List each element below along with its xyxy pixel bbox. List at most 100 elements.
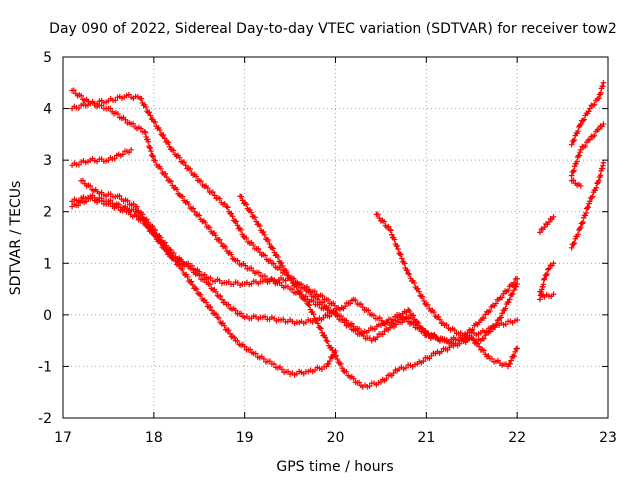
data-point (481, 335, 487, 342)
data-point (410, 312, 417, 319)
data-point (379, 331, 386, 338)
data-point (598, 90, 604, 96)
data-point (173, 186, 180, 193)
data-point (587, 198, 593, 205)
y-tick-label: 2 (43, 205, 52, 221)
data-point (389, 231, 395, 238)
data-point (571, 137, 578, 143)
chart-title: Day 090 of 2022, Sidereal Day-to-day VTE… (49, 21, 617, 37)
x-tick-label: 21 (417, 430, 435, 446)
data-point (111, 155, 118, 162)
data-point (550, 214, 557, 220)
data-point (217, 293, 224, 299)
data-point (476, 343, 483, 350)
data-point (265, 237, 272, 243)
data-point (503, 321, 509, 328)
x-tick-label: 18 (145, 430, 163, 446)
data-point (403, 315, 410, 322)
data-point (172, 258, 179, 264)
data-point (266, 241, 273, 247)
data-point (229, 213, 236, 220)
data-point (399, 319, 405, 326)
data-point (395, 246, 401, 252)
data-point (78, 92, 84, 99)
data-point (142, 129, 149, 136)
data-point (506, 296, 513, 303)
data-point (207, 275, 214, 281)
data-point (365, 307, 371, 314)
data-point (158, 239, 165, 245)
data-point (157, 127, 163, 133)
data-point (255, 246, 262, 252)
data-point (284, 272, 291, 278)
data-point (201, 276, 208, 283)
data-point (325, 304, 332, 311)
data-point (289, 286, 295, 292)
data-point (262, 252, 268, 259)
data-point (170, 147, 177, 154)
data-point (596, 95, 602, 102)
data-point (580, 117, 586, 124)
data-point (243, 235, 250, 241)
data-point (538, 289, 545, 295)
x-tick-label: 23 (599, 430, 617, 446)
data-point (600, 159, 607, 166)
data-point (302, 296, 309, 303)
data-point (197, 291, 204, 298)
data-point (164, 139, 170, 145)
data-point (146, 109, 153, 116)
data-point (406, 308, 413, 314)
data-point (320, 315, 327, 321)
data-point (510, 291, 516, 297)
data-point (383, 376, 390, 382)
data-point (116, 193, 123, 199)
data-point (212, 232, 219, 239)
data-point (193, 286, 200, 292)
data-point (332, 302, 338, 309)
data-point (149, 152, 156, 159)
data-point (438, 348, 445, 355)
data-point (207, 304, 214, 310)
series-trace-f (69, 147, 134, 169)
data-point (470, 336, 477, 342)
data-point (162, 171, 169, 177)
data-point (202, 219, 209, 226)
y-axis-label: SDTVAR / TECUs (8, 181, 24, 296)
data-point (350, 375, 357, 382)
data-point (247, 207, 253, 213)
data-point (248, 265, 254, 271)
data-point (394, 243, 401, 249)
y-tick-label: -1 (38, 359, 52, 375)
data-point (187, 166, 193, 172)
data-point (250, 242, 256, 248)
data-point (340, 368, 347, 374)
data-point (487, 308, 493, 314)
data-point (179, 266, 186, 272)
data-point (493, 300, 499, 307)
data-point (577, 224, 584, 230)
data-point (347, 300, 354, 307)
data-point (283, 268, 290, 274)
data-point (415, 285, 421, 292)
data-point (546, 219, 552, 225)
data-point (541, 224, 548, 230)
data-point (279, 366, 285, 373)
y-tick-label: -2 (38, 411, 52, 427)
data-point (286, 275, 292, 281)
data-point (511, 353, 517, 359)
data-point (217, 236, 223, 243)
data-point (190, 205, 196, 212)
data-point (224, 204, 231, 211)
data-point (543, 272, 550, 278)
data-point (546, 265, 552, 272)
data-point (334, 356, 341, 362)
data-point (421, 297, 427, 304)
data-point (484, 328, 490, 335)
data-point (343, 317, 350, 324)
data-point (435, 314, 442, 320)
data-point (216, 195, 223, 202)
data-point (166, 143, 173, 150)
data-point (339, 365, 345, 371)
data-point (150, 153, 156, 160)
data-point (550, 260, 557, 267)
